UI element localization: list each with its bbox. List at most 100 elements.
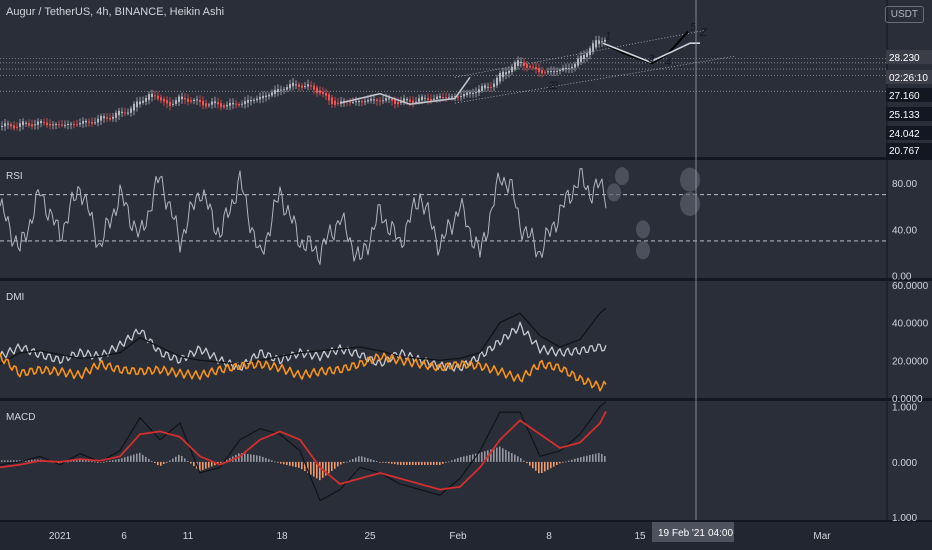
rsi-projection-marker bbox=[636, 220, 650, 239]
macd-histogram-bar bbox=[481, 452, 483, 462]
macd-histogram-bar bbox=[7, 460, 9, 462]
macd-histogram-bar bbox=[34, 459, 36, 462]
rsi-projection-marker bbox=[680, 167, 700, 192]
macd-histogram-bar bbox=[466, 455, 468, 462]
candle-body bbox=[202, 100, 204, 106]
candle-body bbox=[145, 97, 147, 102]
candle-body bbox=[307, 84, 309, 87]
macd-histogram-bar bbox=[505, 449, 507, 462]
currency-button[interactable]: USDT bbox=[884, 6, 924, 23]
candle-body bbox=[316, 87, 318, 94]
candle-body bbox=[544, 71, 546, 73]
candle-body bbox=[493, 83, 495, 88]
macd-histogram-bar bbox=[316, 461, 318, 479]
macd-histogram-bar bbox=[418, 461, 420, 465]
macd-histogram-bar bbox=[160, 461, 162, 466]
candle-body bbox=[163, 98, 165, 102]
macd-histogram-bar bbox=[406, 461, 408, 465]
candle-body bbox=[169, 101, 171, 107]
candle-body bbox=[301, 85, 303, 88]
macd-histogram-bar bbox=[604, 456, 606, 462]
macd-histogram-bar bbox=[259, 455, 261, 462]
candle-body bbox=[322, 91, 324, 95]
time-axis-label: 25 bbox=[364, 531, 376, 542]
candle-body bbox=[499, 72, 501, 82]
candle-body bbox=[547, 71, 549, 73]
candle-body bbox=[217, 102, 219, 105]
candle-body bbox=[40, 120, 42, 124]
candle-body bbox=[283, 89, 285, 91]
macd-histogram-bar bbox=[82, 459, 84, 462]
candle-body bbox=[370, 98, 372, 101]
macd-histogram-bar bbox=[394, 461, 396, 465]
time-axis-label: Mar bbox=[813, 531, 831, 542]
candle-body bbox=[199, 99, 201, 102]
macd-histogram-bar bbox=[175, 456, 177, 462]
macd-histogram-bar bbox=[508, 451, 510, 462]
candle-body bbox=[478, 89, 480, 93]
macd-histogram-bar bbox=[151, 460, 153, 462]
macd-histogram-bar bbox=[277, 461, 279, 463]
candle-body bbox=[25, 122, 27, 124]
macd-histogram-bar bbox=[532, 461, 534, 469]
candle-body bbox=[241, 103, 243, 105]
macd-histogram-bar bbox=[490, 449, 492, 462]
channel-lower bbox=[454, 55, 736, 104]
macd-histogram-bar bbox=[448, 461, 450, 463]
price-tag: 28.230 bbox=[889, 53, 920, 64]
candle-body bbox=[166, 100, 168, 104]
candle-body bbox=[535, 66, 537, 70]
macd-histogram-bar bbox=[475, 453, 477, 462]
candle-body bbox=[277, 89, 279, 92]
macd-histogram-bar bbox=[547, 461, 549, 470]
macd-histogram-bar bbox=[553, 461, 555, 467]
candle-body bbox=[559, 69, 561, 72]
candle-body bbox=[391, 98, 393, 102]
candle-body bbox=[487, 86, 489, 88]
candle-body bbox=[526, 64, 528, 68]
macd-histogram-bar bbox=[565, 461, 567, 463]
macd-histogram-bar bbox=[25, 460, 27, 462]
wave-label: 1 bbox=[605, 31, 611, 43]
price-tag: 02:26:10 bbox=[889, 73, 928, 84]
candle-body bbox=[244, 101, 246, 105]
macd-tick-label: 1.000 bbox=[892, 403, 917, 414]
macd-histogram-bar bbox=[85, 459, 87, 462]
wave-label: Z bbox=[699, 27, 708, 39]
macd-histogram-bar bbox=[337, 461, 339, 467]
macd-histogram-bar bbox=[109, 460, 111, 462]
macd-histogram-bar bbox=[94, 461, 96, 463]
candle-body bbox=[382, 100, 384, 102]
candle-body bbox=[589, 48, 591, 56]
candle-body bbox=[349, 101, 351, 103]
candle-body bbox=[325, 92, 327, 96]
macd-histogram-bar bbox=[595, 453, 597, 462]
macd-histogram-bar bbox=[310, 461, 312, 475]
macd-histogram-bar bbox=[283, 461, 285, 465]
candle-body bbox=[352, 102, 354, 104]
macd-histogram-bar bbox=[244, 453, 246, 462]
macd-histogram-bar bbox=[598, 452, 600, 462]
candle-body bbox=[43, 122, 45, 124]
candle-body bbox=[259, 96, 261, 100]
macd-histogram-bar bbox=[451, 460, 453, 462]
macd-histogram-bar bbox=[313, 461, 315, 477]
candle-body bbox=[76, 124, 78, 126]
macd-histogram-bar bbox=[379, 461, 381, 463]
dmi-adx-line bbox=[0, 307, 607, 365]
macd-histogram-bar bbox=[529, 461, 531, 466]
candle-body bbox=[13, 125, 15, 129]
macd-histogram-bar bbox=[562, 461, 564, 463]
candle-body bbox=[508, 70, 510, 74]
macd-histogram-bar bbox=[130, 455, 132, 462]
wave-drawing-b bbox=[602, 30, 689, 65]
macd-histogram-bar bbox=[301, 461, 303, 470]
macd-histogram-bar bbox=[361, 456, 363, 462]
macd-histogram-bar bbox=[121, 458, 123, 462]
candle-body bbox=[472, 92, 474, 94]
candle-body bbox=[211, 101, 213, 105]
candle-body bbox=[562, 68, 564, 71]
candle-body bbox=[253, 99, 255, 101]
wave-label: 4 bbox=[665, 57, 671, 69]
